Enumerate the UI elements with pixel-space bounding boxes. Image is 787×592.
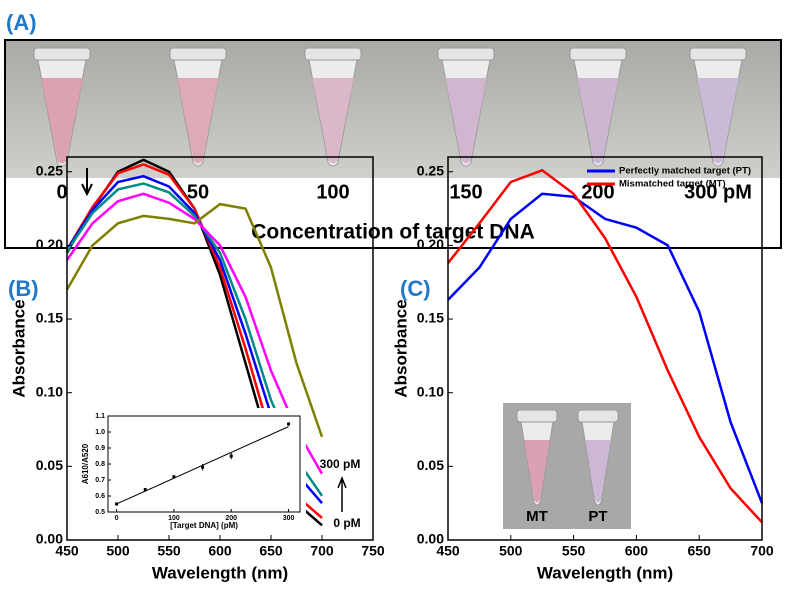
tube-cap — [569, 47, 627, 61]
x-tick-label: 650 — [259, 543, 283, 559]
y-tick-label: 0.25 — [417, 162, 444, 178]
point — [172, 475, 176, 479]
tube-liquid — [312, 78, 354, 164]
plot-frame — [447, 156, 763, 541]
x-tick-label: 750 — [361, 543, 385, 559]
inset-x-tick-label: 100 — [168, 515, 180, 522]
tube-photo — [6, 41, 780, 178]
x-tick-label: 600 — [625, 543, 649, 559]
inset-y-tick-label: 0.7 — [95, 477, 105, 484]
x-tick-label: 500 — [106, 543, 130, 559]
inset-bg — [76, 408, 306, 530]
y-tick-label: 0.05 — [36, 457, 63, 473]
caption: Concentration of target DNA — [251, 221, 535, 244]
tube-liquid — [177, 78, 219, 164]
x-tick-label: 600 — [208, 543, 232, 559]
tube-label: 50 — [187, 181, 209, 203]
inset-x-tick-label: 300 — [283, 515, 295, 522]
y-tick-label: 0.15 — [36, 310, 63, 326]
tube-label: 100 — [316, 181, 349, 203]
spectrum-line — [65, 202, 324, 438]
x-tick-label: 450 — [55, 543, 79, 559]
x-tick-label: 550 — [562, 543, 586, 559]
spectrum-line — [65, 192, 324, 475]
panel-label: (A) — [6, 10, 37, 35]
point — [287, 422, 291, 426]
tube-cap — [304, 47, 362, 61]
tube-label: 0 — [56, 181, 67, 203]
x-tick-label: 550 — [157, 543, 181, 559]
tube-liquid — [445, 78, 487, 164]
tubes — [33, 47, 747, 167]
inset-y-tick-label: 0.5 — [95, 509, 105, 516]
legend-label: Mismatched target (MT) — [619, 179, 726, 190]
y-axis-label: Absorbance — [391, 299, 410, 397]
tube-cap — [689, 47, 747, 61]
panel-label: (B) — [8, 276, 39, 301]
y-tick-label: 0.20 — [417, 236, 444, 252]
annotation: 300 pM — [320, 457, 361, 471]
y-tick-label: 0.25 — [36, 162, 63, 178]
spectrum-line — [447, 168, 763, 524]
y-tick-label: 0.20 — [36, 236, 63, 252]
tube-label: 200 — [581, 181, 614, 203]
x-tick-label: 650 — [688, 543, 712, 559]
tube-cap — [437, 47, 495, 61]
x-axis-label: Wavelength (nm) — [152, 563, 288, 582]
x-tick-label: 500 — [499, 543, 523, 559]
point — [229, 454, 233, 458]
x-tick-label: 700 — [310, 543, 334, 559]
inset-tube-label: PT — [588, 508, 607, 525]
tube-liquid — [577, 78, 619, 164]
arrow — [337, 475, 347, 512]
tube-liquid — [524, 440, 550, 503]
tube-label: 150 — [449, 181, 482, 203]
x-tick-label: 700 — [750, 543, 774, 559]
inset-x-label: [Target DNA] (pM) — [170, 521, 238, 530]
inset-tubes — [516, 409, 619, 506]
point — [143, 488, 147, 492]
x-axis-label: Wavelength (nm) — [537, 563, 673, 582]
inset-y-tick-label: 0.8 — [95, 461, 105, 468]
tube-label: 300 pM — [684, 181, 752, 203]
y-tick-label: 0.00 — [36, 531, 63, 547]
x-tick-label: 450 — [436, 543, 460, 559]
inset-tube-label: MT — [526, 508, 548, 525]
inset-y-tick-label: 0.6 — [95, 493, 105, 500]
annotation: 0 pM — [333, 516, 360, 530]
tube-cap — [169, 47, 227, 61]
tube-cap — [516, 409, 558, 423]
inset-y-tick-label: 1.1 — [95, 413, 105, 420]
y-tick-label: 0.00 — [417, 531, 444, 547]
tube-liquid — [41, 78, 83, 164]
point — [115, 502, 119, 506]
y-axis-label: Absorbance — [9, 299, 28, 397]
inset-y-tick-label: 1.0 — [95, 429, 105, 436]
legend-label: Perfectly matched target (PT) — [619, 166, 751, 177]
inset-y-label: A610/A520 — [81, 443, 90, 484]
inset-y-tick-label: 0.9 — [95, 445, 105, 452]
inset-x-tick-label: 200 — [225, 515, 237, 522]
spectrum-line — [447, 192, 764, 504]
point — [201, 465, 205, 469]
tube-cap — [33, 47, 91, 61]
y-tick-label: 0.05 — [417, 457, 444, 473]
tube-cap — [577, 409, 619, 423]
y-tick-label: 0.10 — [36, 383, 63, 399]
panel-label: (C) — [400, 276, 431, 301]
tube-liquid — [585, 440, 611, 503]
y-tick-label: 0.10 — [417, 383, 444, 399]
inset-x-tick-label: 0 — [115, 515, 119, 522]
tube-liquid — [697, 78, 739, 164]
y-tick-label: 0.15 — [417, 310, 444, 326]
arrow — [81, 168, 93, 197]
